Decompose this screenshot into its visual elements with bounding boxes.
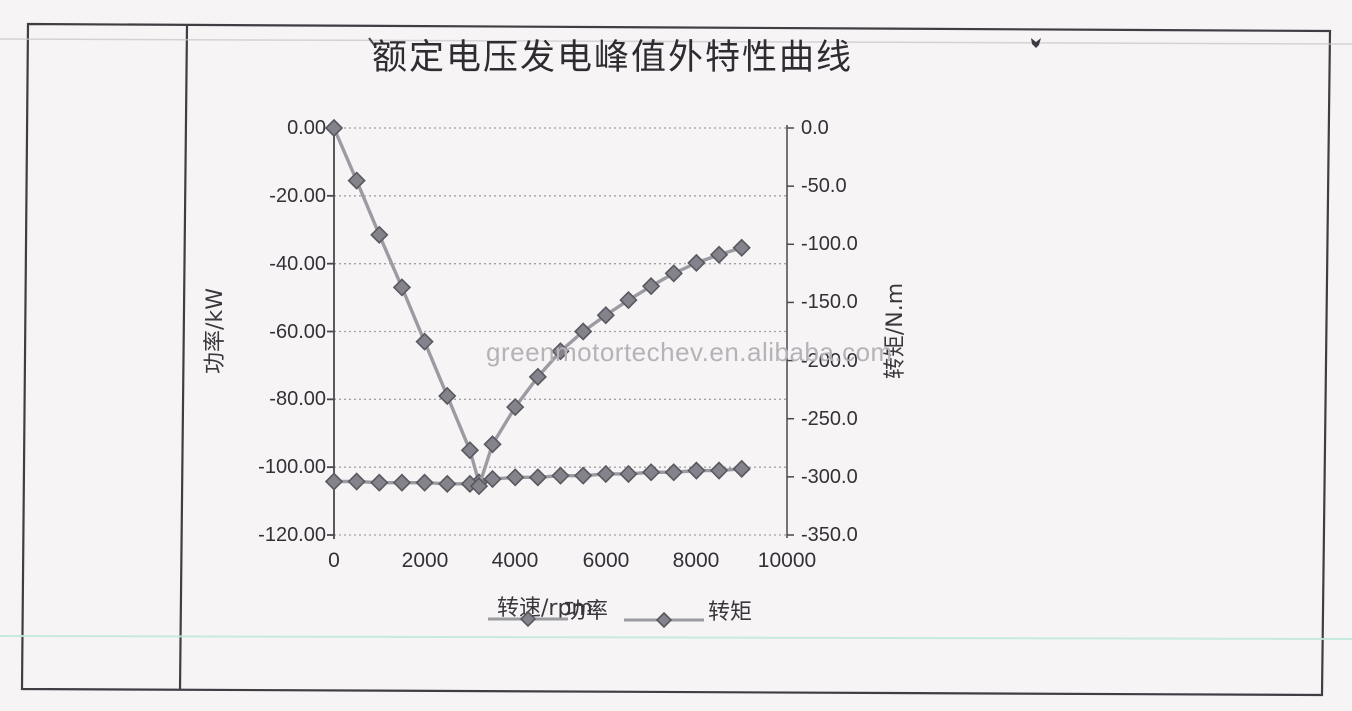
right-axis-tick-label: -150.0 — [801, 291, 858, 313]
column-divider — [178, 24, 189, 691]
chart-title: 额定电压发电峰值外特性曲线 — [371, 38, 853, 78]
right-axis-tick-label: -200.0 — [801, 350, 858, 372]
scan-artifact-gray-line — [0, 38, 1352, 45]
x-axis-tick-label: 4000 — [491, 549, 539, 572]
watermark-text: greenmotortechev.en.alibaba.com — [486, 337, 893, 367]
left-axis-tick-label: -120.00 — [258, 524, 326, 546]
right-axis-tick-label: -300.0 — [801, 466, 858, 488]
x-axis-tick-label: 10000 — [757, 549, 817, 572]
x-axis-tick-label: 0 — [328, 549, 340, 572]
right-axis-tick-label: -350.0 — [801, 524, 858, 546]
scan-speck-icon — [1031, 38, 1041, 48]
left-axis-tick-label: -20.00 — [269, 185, 326, 207]
x-axis-title: 转速/rpm — [497, 596, 593, 621]
left-axis-tick-label: -40.00 — [269, 253, 326, 275]
power-series — [324, 118, 751, 492]
x-axis-tick-label: 2000 — [401, 549, 449, 572]
right-axis-tick-label: 0.0 — [801, 117, 829, 139]
table-frame — [20, 22, 1332, 697]
left-axis-tick-label: -60.00 — [269, 321, 326, 343]
legend-label-torque: 转矩 — [708, 600, 753, 625]
left-axis-tick-label: -100.00 — [258, 456, 326, 478]
right-axis — [786, 125, 794, 538]
scan-speck-icon — [368, 37, 376, 47]
x-axis-tick-label: 6000 — [582, 549, 630, 572]
right-axis-tick-label: -250.0 — [801, 408, 858, 430]
legend-label-power: 功率 — [564, 599, 609, 624]
left-axis-tick-label: 0.00 — [287, 117, 326, 139]
right-axis-tick-label: -100.0 — [801, 233, 858, 255]
chart-gridlines — [334, 127, 787, 536]
scan-artifact-cyan-line — [0, 635, 1352, 640]
x-axis-tick-label: 8000 — [672, 549, 720, 572]
torque-series — [324, 238, 751, 496]
left-axis-title: 功率/kW — [203, 288, 228, 374]
legend-marker-torque-icon — [624, 611, 704, 629]
right-axis-title: 转矩/N.m — [883, 282, 908, 380]
legend-marker-power-icon — [488, 610, 568, 628]
right-axis-tick-label: -50.0 — [801, 175, 847, 197]
left-axis-tick-label: -80.00 — [269, 388, 326, 410]
